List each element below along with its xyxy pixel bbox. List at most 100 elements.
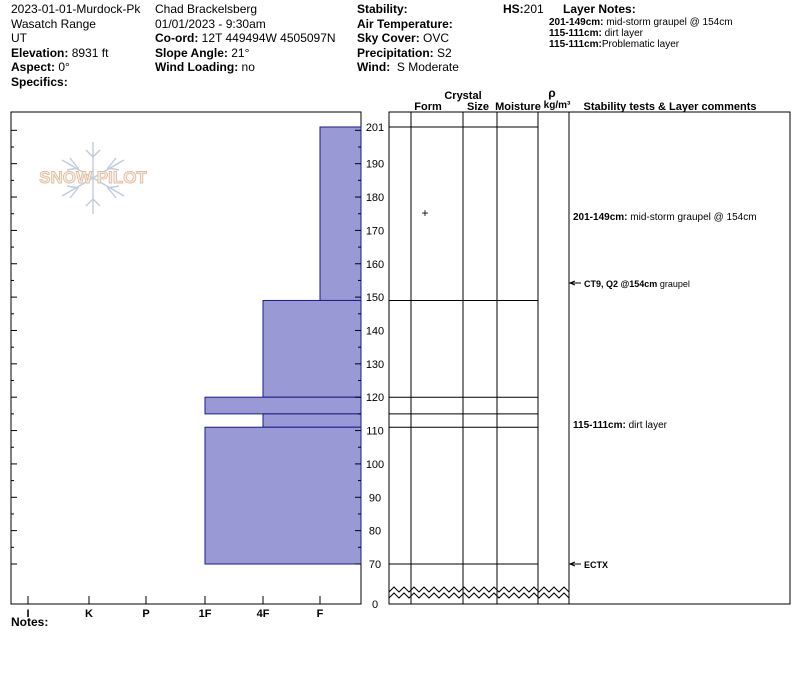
graupel-comment-range: 201-149cm:: [573, 212, 627, 223]
slope-row: Slope Angle: 21°: [155, 46, 336, 61]
layer-note-text: dirt layer: [604, 27, 643, 39]
profile-column-dividers: [410, 112, 570, 604]
hardness-layer-bar: [262, 413, 362, 428]
sky-label: Sky Cover:: [357, 31, 420, 45]
wind-loading-value: no: [241, 60, 255, 74]
slope-label: Slope Angle:: [155, 45, 228, 60]
height-tick-label: 160: [366, 259, 384, 271]
layer-note-item: 115-111cm: dirt layer: [549, 28, 733, 39]
height-axis: 201 190 180 170 160 150 140 130 120 110 100 90 80 70 0: [366, 122, 384, 611]
hardness-tick-label: 1F: [199, 608, 212, 620]
hardness-tick-label: 4F: [257, 608, 270, 620]
layer-note-range: 201-149cm:: [549, 16, 604, 28]
elevation-row: Elevation: 8931 ft: [11, 46, 140, 61]
ct-test-arrowhead: [568, 280, 576, 286]
height-tick-label: 90: [369, 492, 381, 504]
dirt-comment: 115-111cm: dirt layer: [573, 420, 668, 431]
layer-boundary-lines: [389, 126, 538, 565]
column-header-rho: ρ: [548, 86, 555, 100]
site-name: 2023-01-01-Murdock-Pk: [11, 2, 141, 16]
aspect-row: Aspect: 0°: [11, 60, 140, 75]
header-weather-info: Stability: Air Temperature: Sky Cover: O…: [357, 2, 459, 75]
height-tick-label: 170: [366, 225, 384, 237]
ct-test-annotation: CT9, Q2 @154cm graupel: [568, 279, 690, 289]
snowflake-icon: [61, 142, 125, 214]
aspect-value: 0°: [58, 60, 70, 74]
hs-row: HS:201: [503, 2, 544, 17]
height-tick-label: 201: [366, 122, 384, 134]
height-tick-label: 140: [366, 325, 384, 337]
dirt-comment-text: dirt layer: [629, 420, 668, 431]
precip-label: Precipitation:: [357, 45, 434, 60]
header-observer-info: Chad Brackelsberg 01/01/2023 - 9:30am Co…: [155, 2, 336, 75]
ectx-annotation: ECTX: [568, 560, 608, 570]
layer-note-text: mid-storm graupel @ 154cm: [606, 16, 733, 28]
graupel-comment-text: mid-storm graupel @ 154cm: [630, 212, 756, 223]
coord-label: Co-ord:: [155, 31, 199, 45]
hs-label: HS:: [503, 2, 524, 16]
ectx-label: ECTX: [584, 560, 608, 570]
header-site-info: 2023-01-01-Murdock-Pk Wasatch Range UT E…: [11, 2, 140, 89]
hardness-layer-bar: [319, 126, 362, 301]
wind-loading-label: Wind Loading:: [155, 60, 239, 74]
height-tick-label: 180: [366, 192, 384, 204]
layer-note-range: 115-111cm:: [549, 27, 602, 39]
hardness-plot-height-ticks: [11, 129, 361, 565]
wind-label: Wind:: [357, 60, 391, 74]
precip-row: Precipitation: S2: [357, 46, 459, 61]
elevation-label: Elevation:: [11, 45, 69, 60]
layer-note-item: 115-111cm:Problematic layer: [549, 39, 733, 50]
notes-label: Notes:: [11, 615, 49, 629]
coord-row: Co-ord: 12T 449494W 4505097N: [155, 31, 336, 46]
height-tick-label: 0: [372, 599, 378, 611]
column-header-density-unit: kg/m³: [544, 100, 571, 111]
wind-value: S Moderate: [396, 60, 459, 74]
wind-row: Wind: S Moderate: [357, 60, 459, 75]
height-tick-label: 80: [369, 526, 381, 538]
height-tick-label: 120: [366, 392, 384, 404]
layer-note-text: Problematic layer: [601, 38, 680, 50]
column-header-crystal: Crystal: [444, 90, 481, 102]
observation-datetime: 01/01/2023 - 9:30am: [155, 16, 266, 31]
height-tick-label: 150: [366, 292, 384, 304]
elevation-value: 8931 ft: [71, 45, 109, 60]
column-header-moisture: Moisture: [495, 101, 541, 113]
hardness-tick-label: F: [317, 608, 324, 620]
height-tick-label: 100: [366, 459, 384, 471]
hs-value: 201: [523, 2, 544, 16]
stability-label: Stability:: [357, 2, 408, 16]
layer-notes: Layer Notes: 201-149cm: mid-storm graupe…: [549, 2, 733, 50]
profile-table-frame: [388, 111, 791, 605]
height-tick-label: 70: [369, 559, 381, 571]
layer-notes-title: Layer Notes:: [563, 2, 636, 16]
ct-test-result: CT9, Q2 @154cm: [584, 279, 657, 289]
ectx-arrowhead: [568, 561, 576, 567]
height-tick-label: 110: [366, 426, 384, 438]
hardness-layer-bar: [204, 396, 362, 415]
hardness-tick-label: K: [85, 608, 93, 620]
graupel-comment: 201-149cm: mid-storm graupel @ 154cm: [573, 212, 757, 223]
wind-loading-row: Wind Loading: no: [155, 60, 336, 75]
slope-value: 21°: [231, 45, 250, 60]
range-name: Wasatch Range: [11, 16, 96, 31]
hardness-axis: I K P 1F 4F F: [26, 596, 324, 620]
column-header-form: Form: [414, 101, 442, 113]
hardness-layer-bar: [262, 299, 362, 398]
aspect-label: Aspect:: [11, 60, 56, 74]
air-temp-label: Air Temperature:: [357, 16, 453, 31]
column-header-stability: Stability tests & Layer comments: [583, 101, 756, 113]
height-tick-label: 130: [366, 359, 384, 371]
sky-row: Sky Cover: OVC: [357, 31, 459, 46]
layer-note-range: 115-111cm:: [549, 38, 602, 50]
hardness-layer-bar: [204, 426, 362, 565]
sky-value: OVC: [423, 31, 450, 45]
observer-name: Chad Brackelsberg: [155, 2, 258, 16]
state-name: UT: [11, 31, 27, 45]
specifics-label: Specifics:: [11, 74, 68, 89]
form-symbol: +: [421, 206, 428, 220]
height-tick-label: 190: [366, 159, 384, 171]
hardness-tick-label: P: [142, 608, 149, 620]
coord-value: 12T 449494W 4505097N: [201, 31, 336, 45]
hardness-tick-label: I: [26, 608, 29, 620]
